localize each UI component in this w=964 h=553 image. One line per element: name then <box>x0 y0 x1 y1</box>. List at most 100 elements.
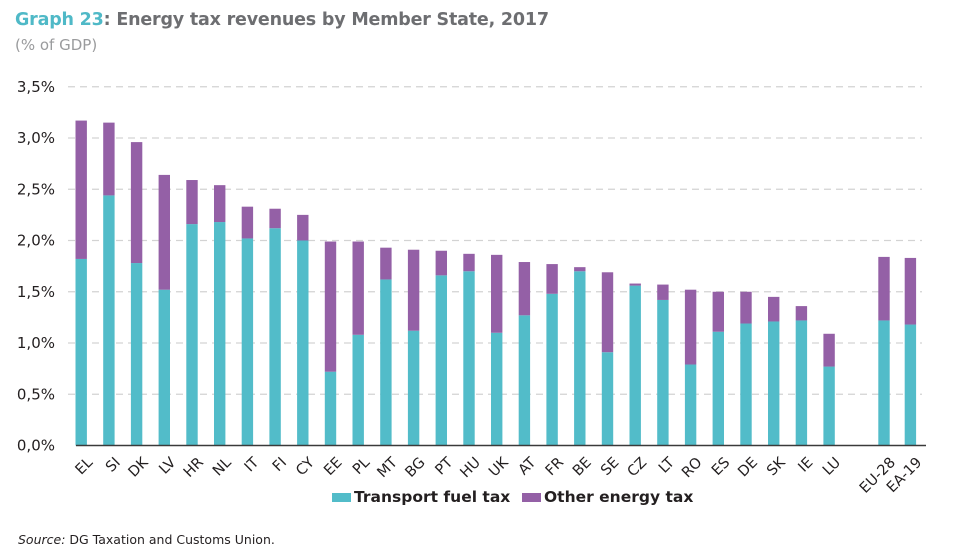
x-tick-label: FI <box>270 455 290 475</box>
legend-label-other: Other energy tax <box>544 488 694 506</box>
bar-transport-nl <box>214 222 226 446</box>
bar-other-dk <box>130 142 143 264</box>
bar-other-ea-19 <box>904 257 917 325</box>
bar-other-el <box>75 120 87 259</box>
y-tick-label: 0,0% <box>17 437 55 455</box>
legend-swatch-transport <box>332 492 351 502</box>
bar-other-at <box>518 262 531 316</box>
bars <box>75 120 917 446</box>
bar-transport-se <box>601 352 614 446</box>
x-tick-label: LV <box>156 455 179 478</box>
x-tick-label: EL <box>73 455 97 479</box>
bar-other-eu-28 <box>878 256 890 321</box>
bar-transport-si <box>103 195 115 446</box>
bar-transport-ro <box>684 364 697 446</box>
bar-transport-es <box>712 331 724 446</box>
bar-transport-pl <box>352 334 364 446</box>
x-tick-label: FR <box>543 455 567 479</box>
bar-transport-lt <box>657 299 669 446</box>
bar-transport-hr <box>186 224 198 446</box>
bar-other-lu <box>823 333 835 367</box>
bar-transport-lu <box>823 366 835 446</box>
bar-other-bg <box>407 249 420 331</box>
bar-transport-fr <box>546 293 558 446</box>
bar-other-cy <box>297 214 309 241</box>
bar-transport-cz <box>629 285 641 446</box>
bar-other-ie <box>795 306 808 321</box>
bar-other-pl <box>352 241 364 335</box>
x-tick-label: ES <box>709 455 733 479</box>
y-tick-label: 1,0% <box>17 334 55 352</box>
bar-other-mt <box>380 247 392 280</box>
x-tick-label: BE <box>570 455 595 480</box>
chart-subtitle: (% of GDP) <box>15 36 98 54</box>
x-tick-label: EE <box>321 455 345 479</box>
bar-other-si <box>103 122 115 196</box>
graph-number: Graph 23 <box>15 10 104 30</box>
y-tick-label: 2,5% <box>17 180 55 198</box>
x-tick-label: PL <box>350 455 373 478</box>
gridlines <box>68 86 922 395</box>
bar-other-lt <box>657 284 669 300</box>
bar-transport-sk <box>768 321 780 446</box>
y-axis-ticks: 0,0% 0,5% 1,0% 1,5% 2,0% 2,5% 3,0% 3,5% <box>17 78 55 455</box>
y-tick-label: 2,0% <box>17 232 55 250</box>
x-tick-label: NL <box>210 455 235 480</box>
bar-other-de <box>740 291 752 324</box>
x-tick-label: UK <box>486 454 512 480</box>
bar-transport-dk <box>130 263 143 446</box>
bar-other-pt <box>435 250 447 276</box>
y-tick-label: 3,5% <box>17 78 55 96</box>
bar-other-hu <box>463 253 475 272</box>
chart-title: Graph 23: Energy tax revenues by Member … <box>15 10 549 30</box>
bar-transport-mt <box>380 279 392 446</box>
x-tick-label: LT <box>656 455 678 477</box>
legend-swatch-other <box>522 492 541 502</box>
bar-other-fi <box>269 208 281 229</box>
bar-other-hr <box>186 180 198 225</box>
legend-item-transport: Transport fuel tax <box>332 487 510 507</box>
x-tick-label: CY <box>293 455 318 480</box>
x-tick-label: CZ <box>625 455 651 481</box>
bar-transport-bg <box>407 330 420 446</box>
x-tick-label: HR <box>181 455 207 481</box>
bar-other-uk <box>491 254 503 333</box>
source-text: DG Taxation and Customs Union. <box>65 532 275 547</box>
bar-transport-el <box>75 258 87 446</box>
bar-other-nl <box>214 185 226 223</box>
x-tick-label: AT <box>516 455 540 479</box>
bar-transport-cy <box>297 240 309 446</box>
legend-item-other: Other energy tax <box>522 487 693 507</box>
bar-transport-de <box>740 323 752 446</box>
bar-transport-be <box>574 271 586 446</box>
source-note: Source: DG Taxation and Customs Union. <box>18 532 275 547</box>
bar-other-lv <box>158 174 170 290</box>
x-tick-label: MT <box>374 455 401 482</box>
chart-title-text: : Energy tax revenues by Member State, 2… <box>103 10 549 30</box>
bar-other-be <box>574 267 586 272</box>
bar-transport-uk <box>491 332 503 446</box>
bar-transport-lv <box>158 289 170 446</box>
bar-transport-ea-19 <box>904 324 917 446</box>
bar-transport-it <box>241 238 254 446</box>
x-tick-label: SI <box>103 455 124 476</box>
bar-transport-at <box>518 315 531 446</box>
x-tick-label: SE <box>598 455 622 479</box>
bar-other-se <box>601 272 614 353</box>
bar-transport-hu <box>463 271 475 446</box>
bar-other-it <box>241 206 254 239</box>
source-label: Source: <box>18 532 66 547</box>
bar-transport-eu-28 <box>878 320 890 446</box>
bar-transport-fi <box>269 228 281 446</box>
legend-label-transport: Transport fuel tax <box>354 488 511 506</box>
bar-other-sk <box>768 296 780 322</box>
x-tick-label: HU <box>457 455 484 482</box>
x-tick-label: BG <box>402 455 428 481</box>
x-tick-label: DE <box>735 455 761 481</box>
y-tick-label: 1,5% <box>17 283 55 301</box>
bar-other-ee <box>324 241 337 372</box>
x-tick-label: RO <box>679 455 706 482</box>
bar-transport-ie <box>795 320 808 446</box>
bar-transport-pt <box>435 275 447 446</box>
